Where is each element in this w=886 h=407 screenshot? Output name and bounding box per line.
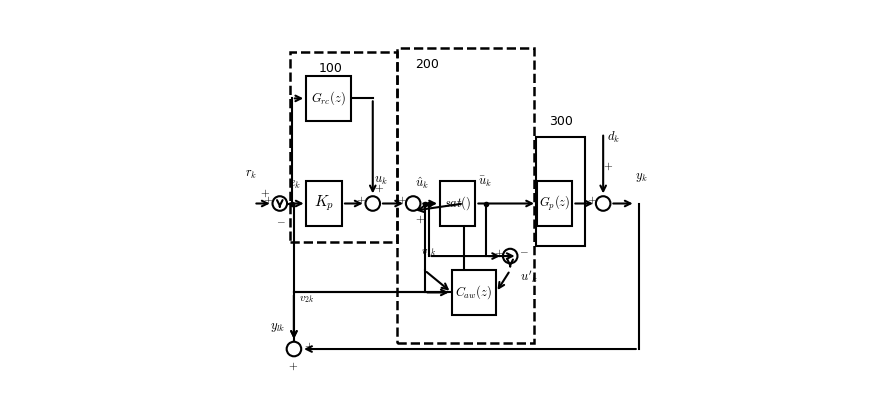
Text: $C_{aw}(z)$: $C_{aw}(z)$ bbox=[455, 284, 492, 301]
Text: $+$: $+$ bbox=[415, 213, 424, 225]
Text: $+$: $+$ bbox=[288, 360, 298, 372]
FancyBboxPatch shape bbox=[536, 181, 571, 226]
Text: $G_p(z)$: $G_p(z)$ bbox=[539, 194, 570, 213]
Text: $y_k$: $y_k$ bbox=[634, 171, 647, 184]
FancyBboxPatch shape bbox=[306, 76, 350, 120]
Text: $u'_k$: $u'_k$ bbox=[519, 268, 538, 284]
Text: $d_k$: $d_k$ bbox=[607, 130, 619, 145]
Text: $G_{rc}(z)$: $G_{rc}(z)$ bbox=[311, 90, 346, 107]
Text: $K_p$: $K_p$ bbox=[314, 194, 334, 213]
Text: $u_k$: $u_k$ bbox=[374, 174, 387, 187]
Text: 300: 300 bbox=[548, 115, 572, 128]
Circle shape bbox=[595, 196, 610, 211]
Circle shape bbox=[502, 249, 517, 263]
Text: $+$: $+$ bbox=[356, 195, 366, 206]
Text: $+$: $+$ bbox=[263, 195, 273, 206]
Text: $\hat{u}_k$: $\hat{u}_k$ bbox=[415, 175, 429, 191]
FancyBboxPatch shape bbox=[451, 270, 495, 315]
Text: $+$: $+$ bbox=[494, 247, 503, 259]
Text: $+$: $+$ bbox=[303, 341, 314, 352]
Text: 100: 100 bbox=[318, 62, 342, 75]
FancyBboxPatch shape bbox=[439, 181, 475, 226]
Text: $v_{2k}$: $v_{2k}$ bbox=[299, 294, 314, 305]
Text: $-$: $-$ bbox=[276, 215, 285, 225]
Text: $r_k$: $r_k$ bbox=[245, 168, 257, 181]
Circle shape bbox=[406, 196, 420, 211]
Text: 200: 200 bbox=[415, 58, 439, 71]
Text: $-$: $-$ bbox=[518, 245, 528, 255]
Circle shape bbox=[272, 196, 287, 211]
Text: $y_{lk}$: $y_{lk}$ bbox=[270, 321, 285, 334]
Text: $+$: $+$ bbox=[260, 187, 269, 199]
Text: $+$: $+$ bbox=[602, 160, 612, 172]
Text: $\bar{u}_k$: $\bar{u}_k$ bbox=[478, 175, 492, 189]
Text: $+$: $+$ bbox=[374, 182, 384, 194]
Text: $sat()$: $sat()$ bbox=[443, 195, 470, 212]
Text: $e_k$: $e_k$ bbox=[288, 178, 300, 191]
Circle shape bbox=[365, 196, 379, 211]
Text: $+$: $+$ bbox=[587, 195, 596, 206]
Text: $+$: $+$ bbox=[396, 195, 407, 206]
Circle shape bbox=[286, 342, 301, 356]
Text: $v_{1k}$: $v_{1k}$ bbox=[421, 247, 436, 258]
FancyBboxPatch shape bbox=[307, 181, 342, 226]
